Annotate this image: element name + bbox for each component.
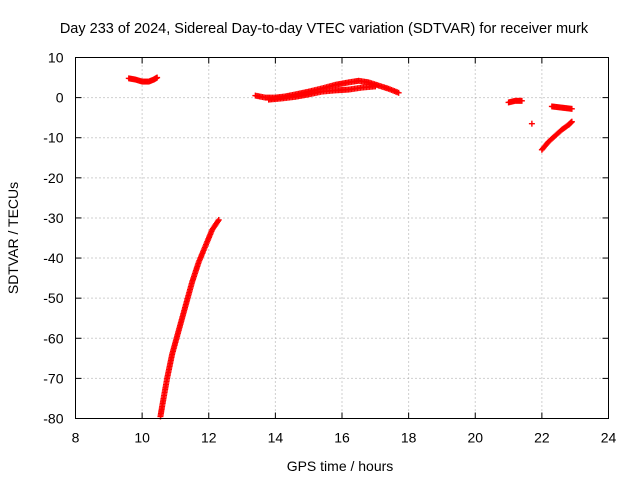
y-tick-label: -80	[43, 411, 63, 427]
y-tick-label: -20	[43, 170, 63, 186]
chart-title: Day 233 of 2024, Sidereal Day-to-day VTE…	[60, 21, 589, 37]
y-axis-label: SDTVAR / TECUs	[5, 182, 21, 294]
data-point	[215, 216, 222, 223]
data-point	[372, 83, 379, 90]
x-tick-label: 10	[134, 430, 150, 446]
data-point	[214, 218, 221, 225]
x-tick-label: 20	[467, 430, 483, 446]
x-tick-label: 24	[601, 430, 617, 446]
y-tick-label: -40	[43, 250, 63, 266]
data-point	[154, 74, 161, 81]
x-tick-label: 18	[401, 430, 417, 446]
y-tick-label: 10	[48, 50, 64, 66]
x-tick-label: 12	[201, 430, 217, 446]
x-tick-label: 16	[334, 430, 350, 446]
x-axis-label: GPS time / hours	[287, 458, 394, 474]
plot-frame	[75, 57, 609, 419]
data-point	[568, 105, 575, 112]
grid-lines	[75, 57, 609, 419]
axis-ticks: 8 10 12 14 16 18 20 22 24 10 0 -10 -20 -30 -40 -50 -60 -7…	[43, 50, 616, 446]
x-tick-label: 8	[72, 430, 80, 446]
y-tick-label: -30	[43, 210, 63, 226]
data-point	[568, 118, 575, 125]
y-tick-label: -70	[43, 370, 63, 386]
x-tick-label: 22	[534, 430, 550, 446]
y-tick-label: 0	[56, 90, 64, 106]
x-tick-label: 14	[268, 430, 284, 446]
y-tick-label: -10	[43, 130, 63, 146]
data-point	[395, 89, 402, 96]
data-point	[518, 97, 525, 104]
y-tick-label: -50	[43, 290, 63, 306]
data-points	[125, 74, 575, 420]
y-tick-label: -60	[43, 330, 63, 346]
data-point	[528, 120, 535, 127]
